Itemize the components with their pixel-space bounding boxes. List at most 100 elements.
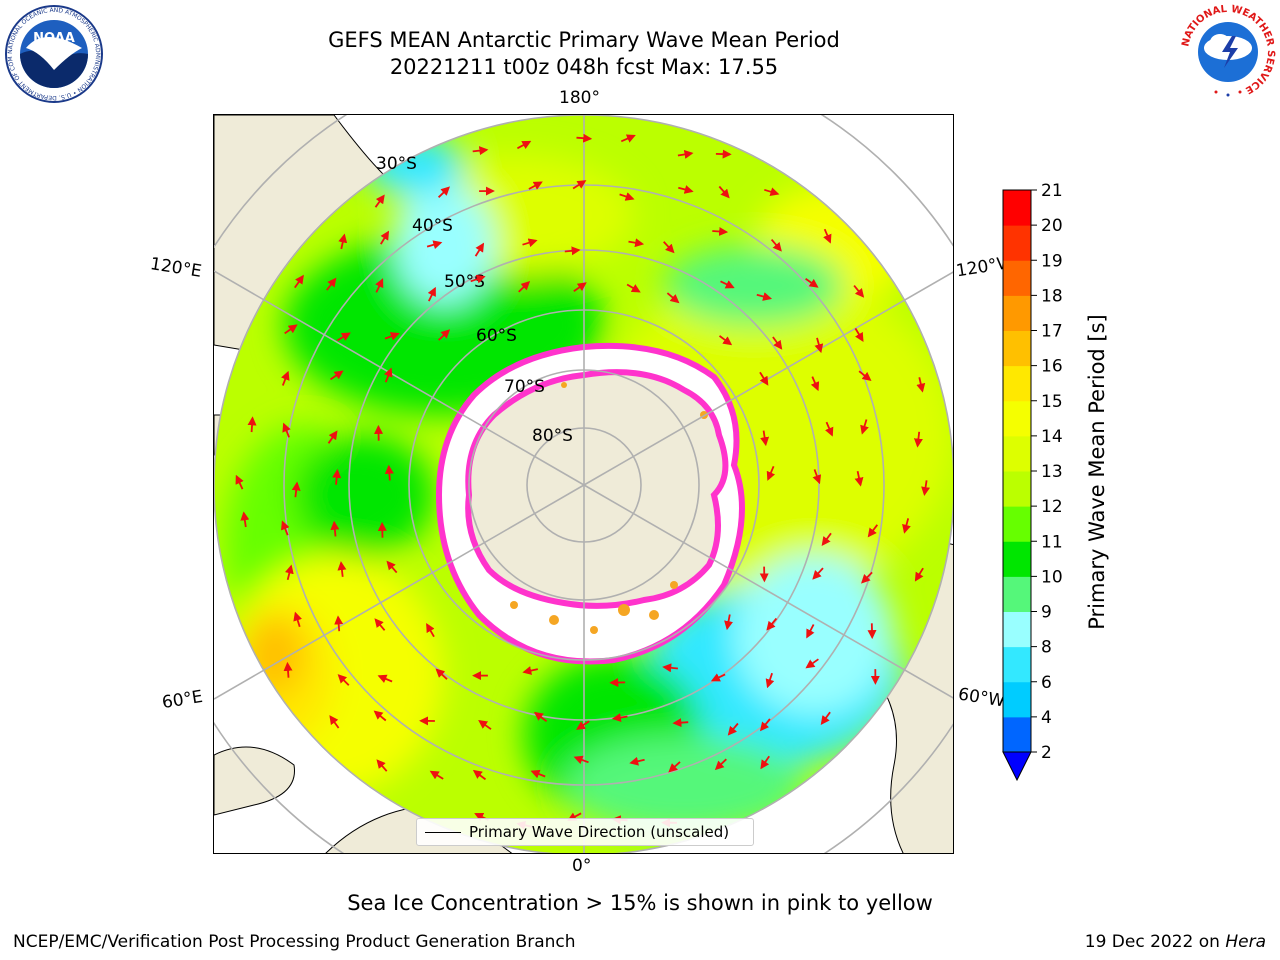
colorbar-block <box>1003 541 1031 577</box>
wave-direction-arrow <box>712 226 729 236</box>
colorbar-tick-label: 18 <box>1041 286 1063 306</box>
wave-direction-arrow <box>437 186 450 198</box>
colorbar-block <box>1003 225 1031 261</box>
date-stamp: 19 Dec 2022 on Hera <box>1085 932 1266 952</box>
colorbar-tick-label: 6 <box>1041 673 1052 693</box>
colorbar-block <box>1003 330 1031 367</box>
wave-direction-arrow <box>336 332 351 342</box>
polar-map: 30°S 40°S 50°S 60°S 70°S 80°S <box>214 115 953 853</box>
date-text: 19 Dec 2022 on <box>1084 932 1226 952</box>
colorbar-block <box>1003 365 1031 402</box>
wave-direction-arrow <box>629 756 645 766</box>
colorbar-tick-label: 20 <box>1041 216 1063 236</box>
colorbar-tick-label: 16 <box>1041 357 1063 377</box>
wave-direction-arrow <box>329 370 344 381</box>
credit-text: NCEP/EMC/Verification Post Processing Pr… <box>13 932 576 952</box>
wave-direction-arrow <box>672 718 689 728</box>
colorbar-tick-label: 13 <box>1041 462 1063 482</box>
wave-direction-arrow <box>470 274 486 284</box>
map-title: GEFS MEAN Antarctic Primary Wave Mean Pe… <box>328 28 840 52</box>
wave-direction-arrow <box>714 758 727 771</box>
wave-direction-arrow <box>668 761 681 773</box>
wave-direction-arrow <box>861 571 873 584</box>
wave-direction-arrow <box>724 614 733 631</box>
legend-line-swatch <box>425 832 461 833</box>
colorbar-block <box>1003 260 1031 296</box>
colorbar-tick-label: 12 <box>1041 497 1063 517</box>
colorbar-tick-label: 15 <box>1041 392 1063 412</box>
wave-direction-arrow <box>518 280 531 293</box>
wave-direction-arrow <box>720 280 735 289</box>
wave-direction-arrow <box>718 335 733 346</box>
wave-direction-arrow <box>284 324 298 335</box>
colorbar-tick-label: 8 <box>1041 638 1052 658</box>
wave-direction-arrow <box>427 286 436 302</box>
lon-label-180: 180° <box>559 88 600 108</box>
wave-direction-arrow <box>921 480 931 496</box>
lat-label-50s: 50°S <box>444 272 485 292</box>
wave-direction-arrow <box>765 672 775 689</box>
wave-direction-arrow <box>377 674 393 684</box>
colorbar-block <box>1003 435 1031 472</box>
lat-label-30s: 30°S <box>376 154 417 174</box>
wave-direction-arrow <box>854 471 864 487</box>
wave-direction-arrow <box>805 658 819 669</box>
wave-direction-arrow <box>914 567 924 582</box>
wave-direction-arrow <box>386 560 398 574</box>
wave-direction-arrow <box>337 674 350 686</box>
wave-direction-arrow <box>564 246 581 256</box>
wave-direction-arrow <box>611 713 628 722</box>
colorbar-block <box>1003 190 1031 226</box>
map-legend: Primary Wave Direction (unscaled) <box>416 818 754 846</box>
wave-direction-arrow <box>860 419 869 435</box>
wave-direction-arrow <box>281 370 290 386</box>
wave-direction-arrow <box>821 532 832 546</box>
wave-direction-arrow <box>806 624 815 639</box>
wave-direction-arrow <box>522 666 538 675</box>
wave-direction-arrow <box>283 661 293 678</box>
colorbar-block <box>1003 576 1031 612</box>
wave-direction-arrow <box>825 421 834 437</box>
wave-direction-arrow <box>374 618 386 631</box>
wave-direction-arrow <box>766 617 778 631</box>
colorbar-block <box>1003 471 1031 507</box>
latitude-labels: 30°S 40°S 50°S 60°S 70°S 80°S <box>376 154 573 446</box>
wave-direction-arrow <box>326 277 337 291</box>
wave-direction-arrow <box>327 430 338 444</box>
wave-direction-arrow <box>812 567 824 580</box>
wave-direction-arrow <box>522 238 538 248</box>
machine-name: Hera <box>1225 932 1266 952</box>
wave-direction-arrow <box>384 332 400 341</box>
colorbar-block <box>1003 646 1031 683</box>
lat-label-80s: 80°S <box>532 426 573 446</box>
wave-direction-arrow <box>576 133 593 143</box>
wave-direction-arrow <box>805 277 819 288</box>
wave-direction-arrow <box>718 185 730 199</box>
lon-label-0: 0° <box>572 856 592 876</box>
lon-label-60e: 60°E <box>160 686 205 714</box>
wave-direction-arrow <box>913 431 923 448</box>
wave-direction-arrow <box>810 376 820 392</box>
wave-direction-arrow <box>235 474 244 490</box>
wave-direction-arrow <box>294 274 304 289</box>
wave-direction-arrow <box>759 718 771 732</box>
colorbar-tick-label: 9 <box>1041 603 1052 623</box>
colorbar-block <box>1003 506 1031 542</box>
wave-direction-arrow <box>760 755 770 770</box>
wave-direction-arrow <box>572 180 587 190</box>
wave-direction-arrow <box>374 194 385 208</box>
lat-label-60s: 60°S <box>476 326 517 346</box>
wave-direction-arrow <box>337 561 347 577</box>
sea-ice-ring <box>435 342 745 665</box>
wave-direction-arrow <box>626 283 641 293</box>
lat-label-40s: 40°S <box>412 216 453 236</box>
wave-direction-arrow <box>853 285 865 298</box>
wave-direction-arrow <box>814 337 824 354</box>
wave-direction-arrow <box>916 377 926 393</box>
colorbar-label: Primary Wave Mean Period [s] <box>1085 314 1109 630</box>
wave-direction-arrow <box>662 663 678 673</box>
wave-direction-arrow <box>472 769 487 781</box>
wave-direction-arrow <box>823 228 832 244</box>
wave-direction-arrow <box>474 242 485 257</box>
wave-direction-arrow <box>240 511 250 528</box>
